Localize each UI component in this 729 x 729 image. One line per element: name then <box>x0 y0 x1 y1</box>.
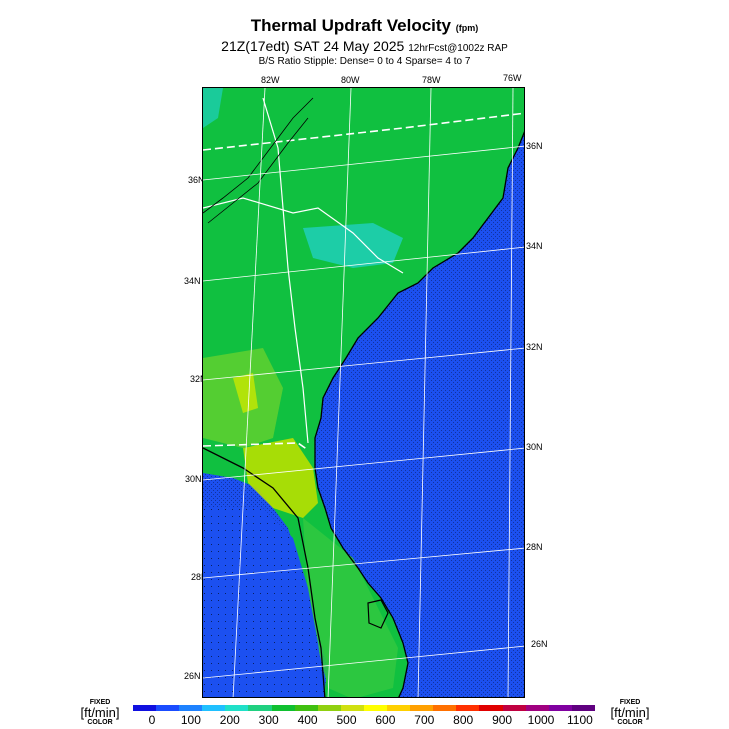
forecast-source: 12hrFcst@1002z RAP <box>408 43 508 54</box>
map-panel <box>202 87 525 698</box>
lat-label: 26N <box>531 639 548 649</box>
lon-label: 78W <box>422 75 441 85</box>
legend-right-unit: [ft/min] <box>610 705 650 720</box>
legend-left-unit: [ft/min] <box>80 705 120 720</box>
updraft-field-map <box>203 88 524 697</box>
scale-tick-label: 600 <box>375 713 396 727</box>
color-swatch <box>571 705 595 711</box>
lat-label: 30N <box>526 442 543 452</box>
lake-outline <box>367 599 389 629</box>
lat-label: 34N <box>184 276 201 286</box>
lat-label: 36N <box>526 141 543 151</box>
color-swatch <box>225 705 249 711</box>
lon-label: 80W <box>341 75 360 85</box>
legend-left-top: FIXED <box>89 699 111 706</box>
color-swatch <box>363 705 388 711</box>
lat-label: 28N <box>191 572 208 582</box>
scale-tick-label: 500 <box>336 713 357 727</box>
forecast-subtitle: 21Z(17edt) SAT 24 May 2025 12hrFcst@1002… <box>0 38 729 54</box>
color-swatch <box>479 705 503 711</box>
yellowgreen-region <box>243 438 318 518</box>
scale-tick-label: 300 <box>258 713 279 727</box>
color-scale-bar <box>133 705 595 711</box>
color-swatch <box>387 705 411 711</box>
scale-tick-label: 0 <box>148 713 156 727</box>
scale-tick-label: 400 <box>297 713 318 727</box>
legend-right-top: FIXED <box>619 699 641 706</box>
lat-label: 26N <box>184 671 201 681</box>
state-border <box>203 112 524 151</box>
scale-tick-label: 900 <box>492 713 513 727</box>
color-swatch <box>156 705 180 711</box>
lat-label: 30N <box>185 474 202 484</box>
valid-time: 21Z(17edt) SAT 24 May 2025 <box>221 38 405 54</box>
legend-right: FIXED [ft/min] COLOR <box>600 699 660 727</box>
color-swatch <box>410 705 434 711</box>
legend-left-bottom: COLOR <box>87 719 113 726</box>
color-swatch <box>202 705 226 711</box>
lat-label: 36N <box>188 175 205 185</box>
scale-tick-label: 100 <box>180 713 201 727</box>
map-title: Thermal Updraft Velocity (fpm) <box>0 16 729 36</box>
title-text: Thermal Updraft Velocity <box>250 16 452 35</box>
latlon-grid <box>203 88 524 697</box>
scale-tick-label: 800 <box>453 713 474 727</box>
lat-label: 32N <box>526 342 543 352</box>
color-swatch <box>179 705 203 711</box>
scale-tick-label: 1000 <box>527 713 555 727</box>
legend-right-bottom: COLOR <box>617 719 643 726</box>
color-swatch <box>548 705 572 711</box>
legend-left: FIXED [ft/min] COLOR <box>72 699 128 727</box>
color-swatch <box>271 705 295 711</box>
color-swatch <box>340 705 364 711</box>
color-swatch <box>133 705 157 711</box>
color-swatch <box>433 705 457 711</box>
stipple-note: B/S Ratio Stipple: Dense= 0 to 4 Sparse=… <box>258 56 471 67</box>
lat-label: 32N <box>190 374 207 384</box>
color-swatch <box>317 705 341 711</box>
lat-label: 28N <box>526 542 543 552</box>
coastline <box>314 131 524 697</box>
color-swatch <box>502 705 526 711</box>
scale-tick-label: 200 <box>219 713 240 727</box>
cyan-region <box>303 223 403 268</box>
color-swatch <box>294 705 318 711</box>
color-scale-ticks: 0 100 200 300 400 500 600 700 800 900 1000 1100 <box>133 713 595 727</box>
scale-tick-label: 700 <box>414 713 435 727</box>
color-swatch <box>248 705 272 711</box>
scale-tick-label: 1100 <box>566 713 593 727</box>
title-unit: (fpm) <box>455 23 479 33</box>
color-swatch <box>456 705 480 711</box>
color-swatch <box>525 705 549 711</box>
lon-label: 76W <box>503 73 522 83</box>
land-mass <box>203 88 524 697</box>
lon-label: 82W <box>261 75 280 85</box>
lat-label: 34N <box>526 241 543 251</box>
